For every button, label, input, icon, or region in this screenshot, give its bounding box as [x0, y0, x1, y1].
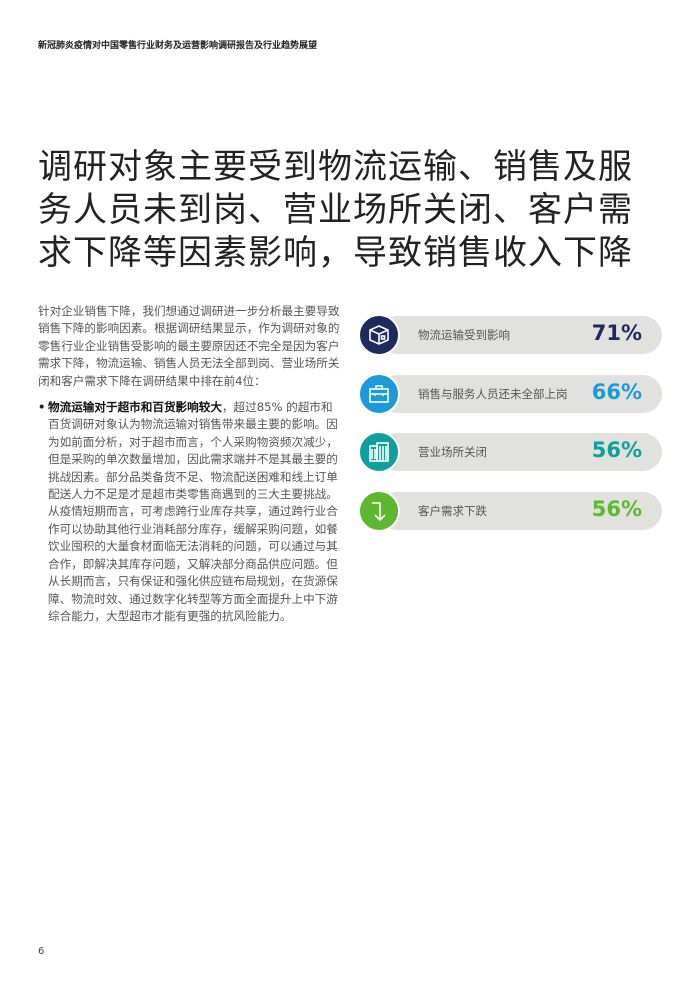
bullet-icon: • [38, 400, 46, 415]
building-icon [358, 431, 400, 473]
intro-paragraph: 针对企业销售下降，我们想通过调研进一步分析最主要导致销售下降的影响因素。根据调研… [38, 304, 340, 388]
stat-value: 56% [591, 496, 642, 521]
stat-value: 56% [591, 438, 642, 462]
page-number: 6 [38, 946, 45, 957]
stat-row: 销售与服务人员还未全部上岗 66% [358, 372, 662, 415]
stat-bar [378, 491, 662, 530]
stat-row: 客户需求下跌 56% [358, 489, 662, 532]
stat-bar [378, 316, 662, 354]
stat-bar [378, 374, 662, 413]
stats-list: 物流运输受到影响 71% 销售与服务人员还未全部上岗 66% 营业场所关闭 56… [358, 314, 662, 548]
stat-label: 营业场所关闭 [418, 445, 487, 459]
stat-row: 营业场所关闭 56% [358, 431, 662, 473]
stat-row: 物流运输受到影响 71% [358, 314, 662, 356]
stat-value: 71% [591, 321, 642, 345]
stat-label: 销售与服务人员还未全部上岗 [418, 386, 568, 401]
stat-value: 66% [591, 379, 642, 404]
stat-label: 客户需求下跌 [418, 503, 487, 518]
stat-bar [378, 433, 662, 471]
bullet-text: ，超过85% 的超市和百货调研对象认为物流运输对销售带来最主要的影响。因为如前面… [48, 400, 338, 623]
briefcase-icon [358, 372, 400, 415]
page-title: 调研对象主要受到物流运输、销售及服务人员未到岗、营业场所关闭、客户需求下降等因素… [38, 147, 633, 273]
package-icon [358, 314, 400, 356]
running-header: 新冠肺炎疫情对中国零售行业财务及运营影响调研报告及行业趋势展望 [38, 41, 318, 51]
body-text: 针对企业销售下降，我们想通过调研进一步分析最主要导致销售下降的影响因素。根据调研… [38, 303, 344, 625]
bullet-heading: 物流运输对于超市和百货影响较大 [48, 400, 222, 415]
bullet-item: • 物流运输对于超市和百货影响较大，超过85% 的超市和百货调研对象认为物流运输对… [38, 399, 344, 625]
arrow-down-icon [358, 489, 400, 532]
stat-label: 物流运输受到影响 [418, 328, 510, 342]
